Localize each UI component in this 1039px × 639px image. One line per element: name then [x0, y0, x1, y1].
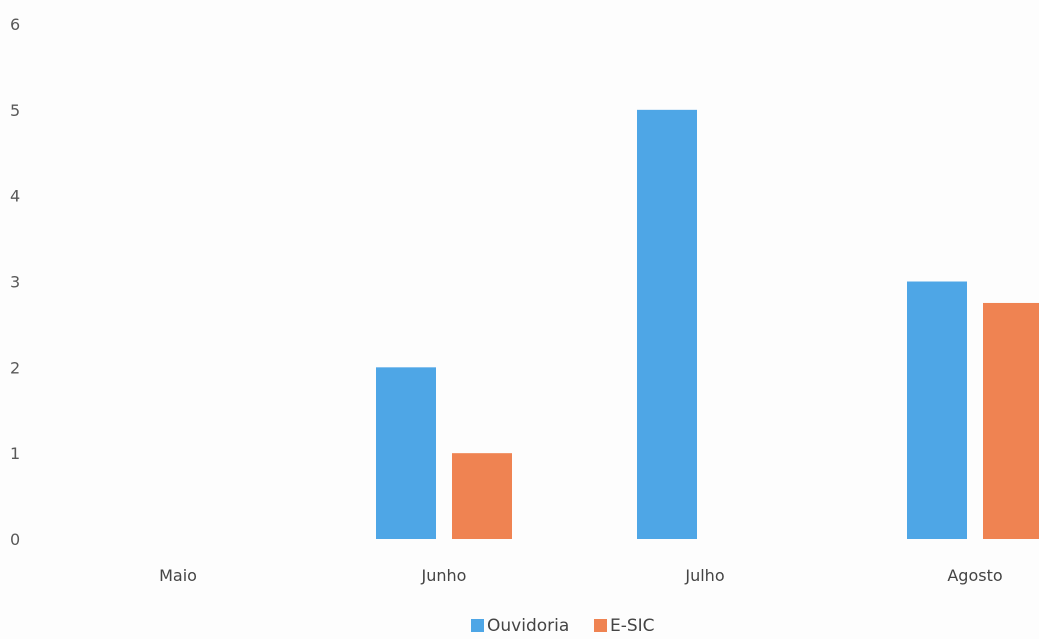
- bar-ouvidoria-agosto: [907, 281, 967, 539]
- legend-label: E-SIC: [610, 616, 655, 636]
- y-axis-ticks: 0 1 2 3 4 5 6: [10, 15, 20, 549]
- y-tick-label: 4: [10, 187, 20, 206]
- y-tick-label: 5: [10, 101, 20, 120]
- y-tick-label: 2: [10, 358, 20, 377]
- x-category-label: Agosto: [947, 566, 1002, 585]
- x-axis-labels: Maio Junho Julho Agosto: [159, 566, 1003, 585]
- legend: Ouvidoria E-SIC: [471, 616, 655, 636]
- legend-swatch: [471, 619, 484, 632]
- y-tick-label: 0: [10, 530, 20, 549]
- bar-series: [376, 109, 1039, 539]
- x-category-label: Junho: [421, 566, 467, 585]
- bar-e-sic-junho: [452, 453, 512, 539]
- legend-swatch: [594, 619, 607, 632]
- bar-e-sic-agosto: [983, 302, 1039, 539]
- x-category-label: Julho: [684, 566, 724, 585]
- x-category-label: Maio: [159, 566, 197, 585]
- y-tick-label: 1: [10, 444, 20, 463]
- bar-ouvidoria-junho: [376, 367, 436, 539]
- y-tick-label: 3: [10, 273, 20, 292]
- bar-ouvidoria-julho: [637, 109, 697, 539]
- y-tick-label: 6: [10, 15, 20, 34]
- legend-label: Ouvidoria: [487, 616, 569, 636]
